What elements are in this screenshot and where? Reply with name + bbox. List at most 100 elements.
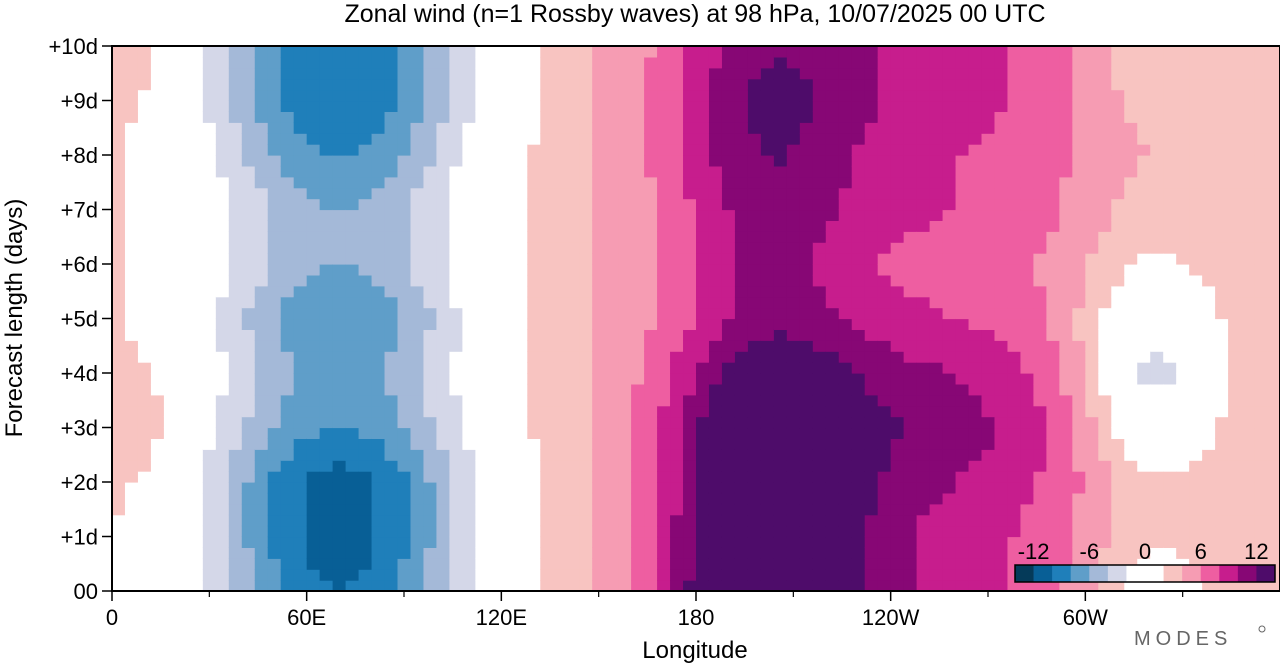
contour-cell [254,176,269,189]
contour-cell [514,220,528,232]
contour-cell [332,78,347,91]
contour-cell [488,220,502,232]
contour-cell [955,525,970,538]
contour-cell [1176,242,1190,254]
contour-cell [1202,285,1216,298]
contour-cell [163,220,178,232]
contour-cell [527,503,541,516]
contour-cell [1176,67,1190,80]
contour-cell [683,416,697,429]
contour-cell [1111,122,1125,134]
contour-cell [488,56,502,69]
contour-cell [1189,89,1203,102]
contour-cell [228,340,243,352]
contour-cell [708,558,723,570]
contour-cell [1241,46,1255,58]
contour-cell [462,78,476,91]
contour-cell [488,111,502,123]
contour-cell [786,242,801,254]
contour-cell [527,383,541,396]
contour-cell [747,296,762,309]
contour-cell [1033,231,1047,243]
contour-cell [1085,460,1099,472]
contour-cell [994,438,1009,450]
contour-cell [228,242,243,254]
contour-cell [436,580,451,591]
contour-cell [112,329,126,341]
contour-cell [345,318,360,330]
contour-cell [124,547,139,559]
contour-cell [799,67,814,80]
contour-cell [280,155,295,167]
contour-cell [410,503,425,516]
contour-cell [1046,449,1060,461]
contour-cell [786,155,801,167]
contour-cell [1046,580,1060,591]
contour-cell [968,78,983,91]
contour-cell [202,285,217,298]
contour-cell [916,394,931,407]
contour-cell [1059,383,1073,396]
contour-cell [812,144,827,156]
contour-cell [1098,427,1112,439]
contour-cell [903,547,918,559]
contour-cell [838,176,853,189]
contour-cell [760,503,775,516]
contour-cell [683,187,697,200]
contour-cell [124,144,139,156]
contour-cell [1228,492,1242,505]
contour-cell [579,155,593,167]
contour-cell [150,111,165,123]
contour-cell [838,89,853,102]
contour-cell [124,373,139,385]
contour-cell [514,558,528,570]
contour-cell [163,525,178,538]
contour-cell [384,394,399,407]
contour-cell [1150,405,1164,418]
contour-cell [955,155,970,167]
contour-cell [293,67,308,80]
contour-cell [657,274,671,287]
contour-cell [1202,536,1216,548]
contour-cell [254,46,269,58]
contour-cell [254,89,269,102]
contour-cell [1163,165,1177,178]
contour-cell [1176,187,1190,200]
contour-cell [1072,296,1086,309]
contour-cell [1202,165,1216,178]
contour-cell [501,209,515,221]
contour-cell [994,165,1009,178]
contour-cell [1267,264,1280,276]
contour-cell [786,264,801,276]
contour-cell [436,144,451,156]
contour-cell [280,165,295,178]
contour-cell [1046,67,1060,80]
contour-cell [1059,492,1073,505]
contour-cell [1059,187,1073,200]
contour-cell [825,165,840,178]
contour-cell [903,242,918,254]
contour-cell [955,100,970,112]
contour-cell [734,351,749,363]
contour-cell [553,318,567,330]
contour-cell [475,373,489,385]
contour-cell [721,503,736,516]
contour-cell [851,471,866,483]
contour-cell [1098,242,1112,254]
contour-cell [760,209,775,221]
contour-cell [449,165,463,178]
contour-cell [566,176,580,189]
contour-cell [319,405,334,418]
contour-cell [631,78,645,91]
contour-cell [1137,78,1151,91]
contour-cell [241,209,256,221]
contour-cell [293,274,308,287]
contour-cell [176,67,191,80]
contour-cell [112,405,126,418]
contour-cell [825,231,840,243]
contour-cell [799,471,814,483]
contour-cell [371,340,386,352]
contour-cell [1228,56,1242,69]
contour-cell [189,253,204,265]
contour-cell [631,373,645,385]
